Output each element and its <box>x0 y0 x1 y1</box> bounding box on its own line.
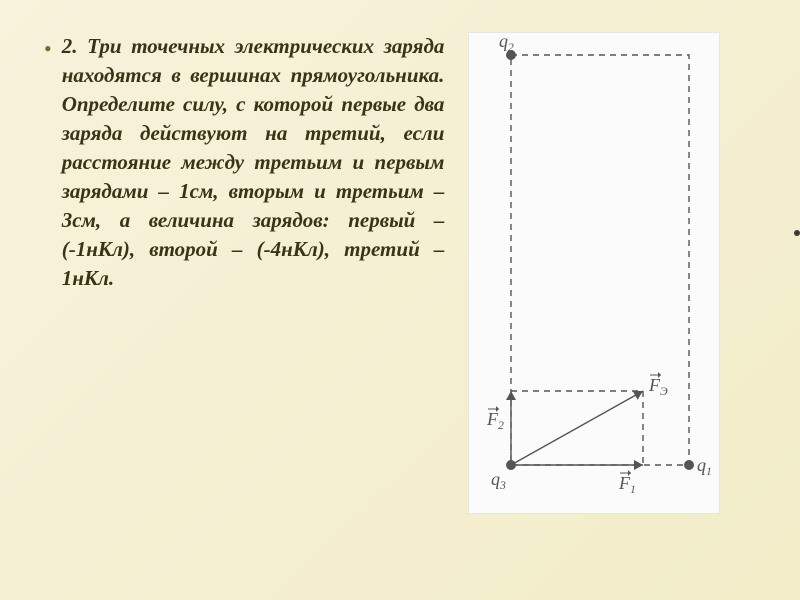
svg-text:F2: F2 <box>486 409 504 432</box>
bullet-icon: • <box>44 36 52 62</box>
slide: • 2. Три точечных электрических заряда н… <box>0 0 800 600</box>
bullet-block: • 2. Три точечных электрических заряда н… <box>44 32 444 293</box>
diagram-column: q2 q3 q1 F2 FЭ F1 <box>460 32 772 568</box>
svg-text:q3: q3 <box>491 469 506 492</box>
svg-text:FЭ: FЭ <box>648 375 668 398</box>
stray-dot <box>794 230 800 236</box>
physics-diagram: q2 q3 q1 F2 FЭ F1 <box>468 32 720 514</box>
problem-text: 2. Три точечных электрических заряда нах… <box>62 32 445 293</box>
svg-text:q2: q2 <box>499 33 514 54</box>
svg-text:q1: q1 <box>697 455 712 478</box>
text-column: • 2. Три точечных электрических заряда н… <box>44 32 460 568</box>
diagram-svg: q2 q3 q1 F2 FЭ F1 <box>469 33 719 513</box>
svg-text:F1: F1 <box>618 473 636 496</box>
